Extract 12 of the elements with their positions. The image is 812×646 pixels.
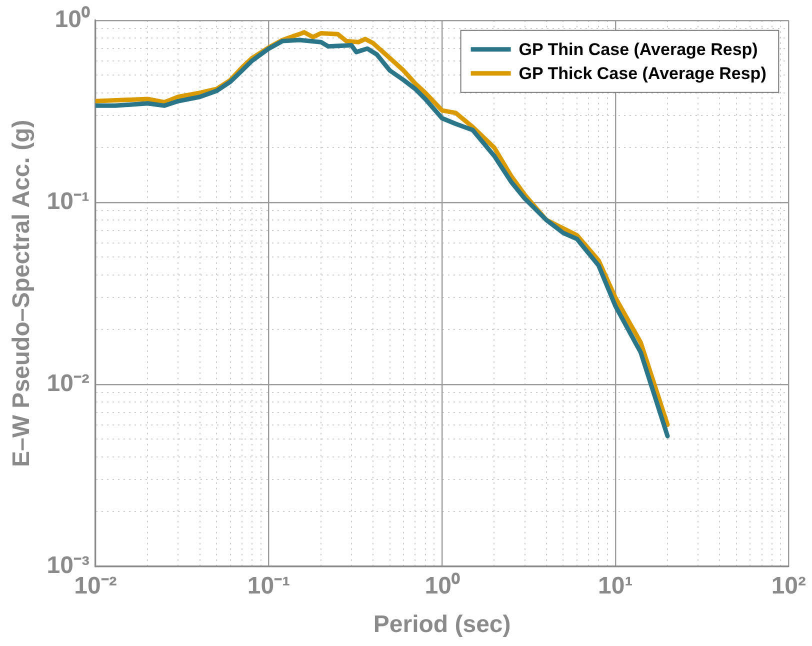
y-tick-label: 10⁻² [46,370,90,398]
x-tick-label: 10⁰ [424,572,460,600]
legend-label: GP Thin Case (Average Resp) [518,40,758,60]
x-axis-title: Period (sec) [373,611,511,638]
x-tick-label: 10¹ [598,572,633,600]
x-tick-label: 10⁻² [74,572,117,600]
legend-label: GP Thick Case (Average Resp) [518,64,766,84]
y-tick-label: 10⁰ [54,6,90,34]
y-axis-title: E–W Pseudo–Spectral Acc. (g) [8,120,36,467]
y-tick-label: 10⁻¹ [46,188,90,216]
x-tick-label: 10² [771,572,806,600]
x-tick-label: 10⁻¹ [247,572,290,600]
